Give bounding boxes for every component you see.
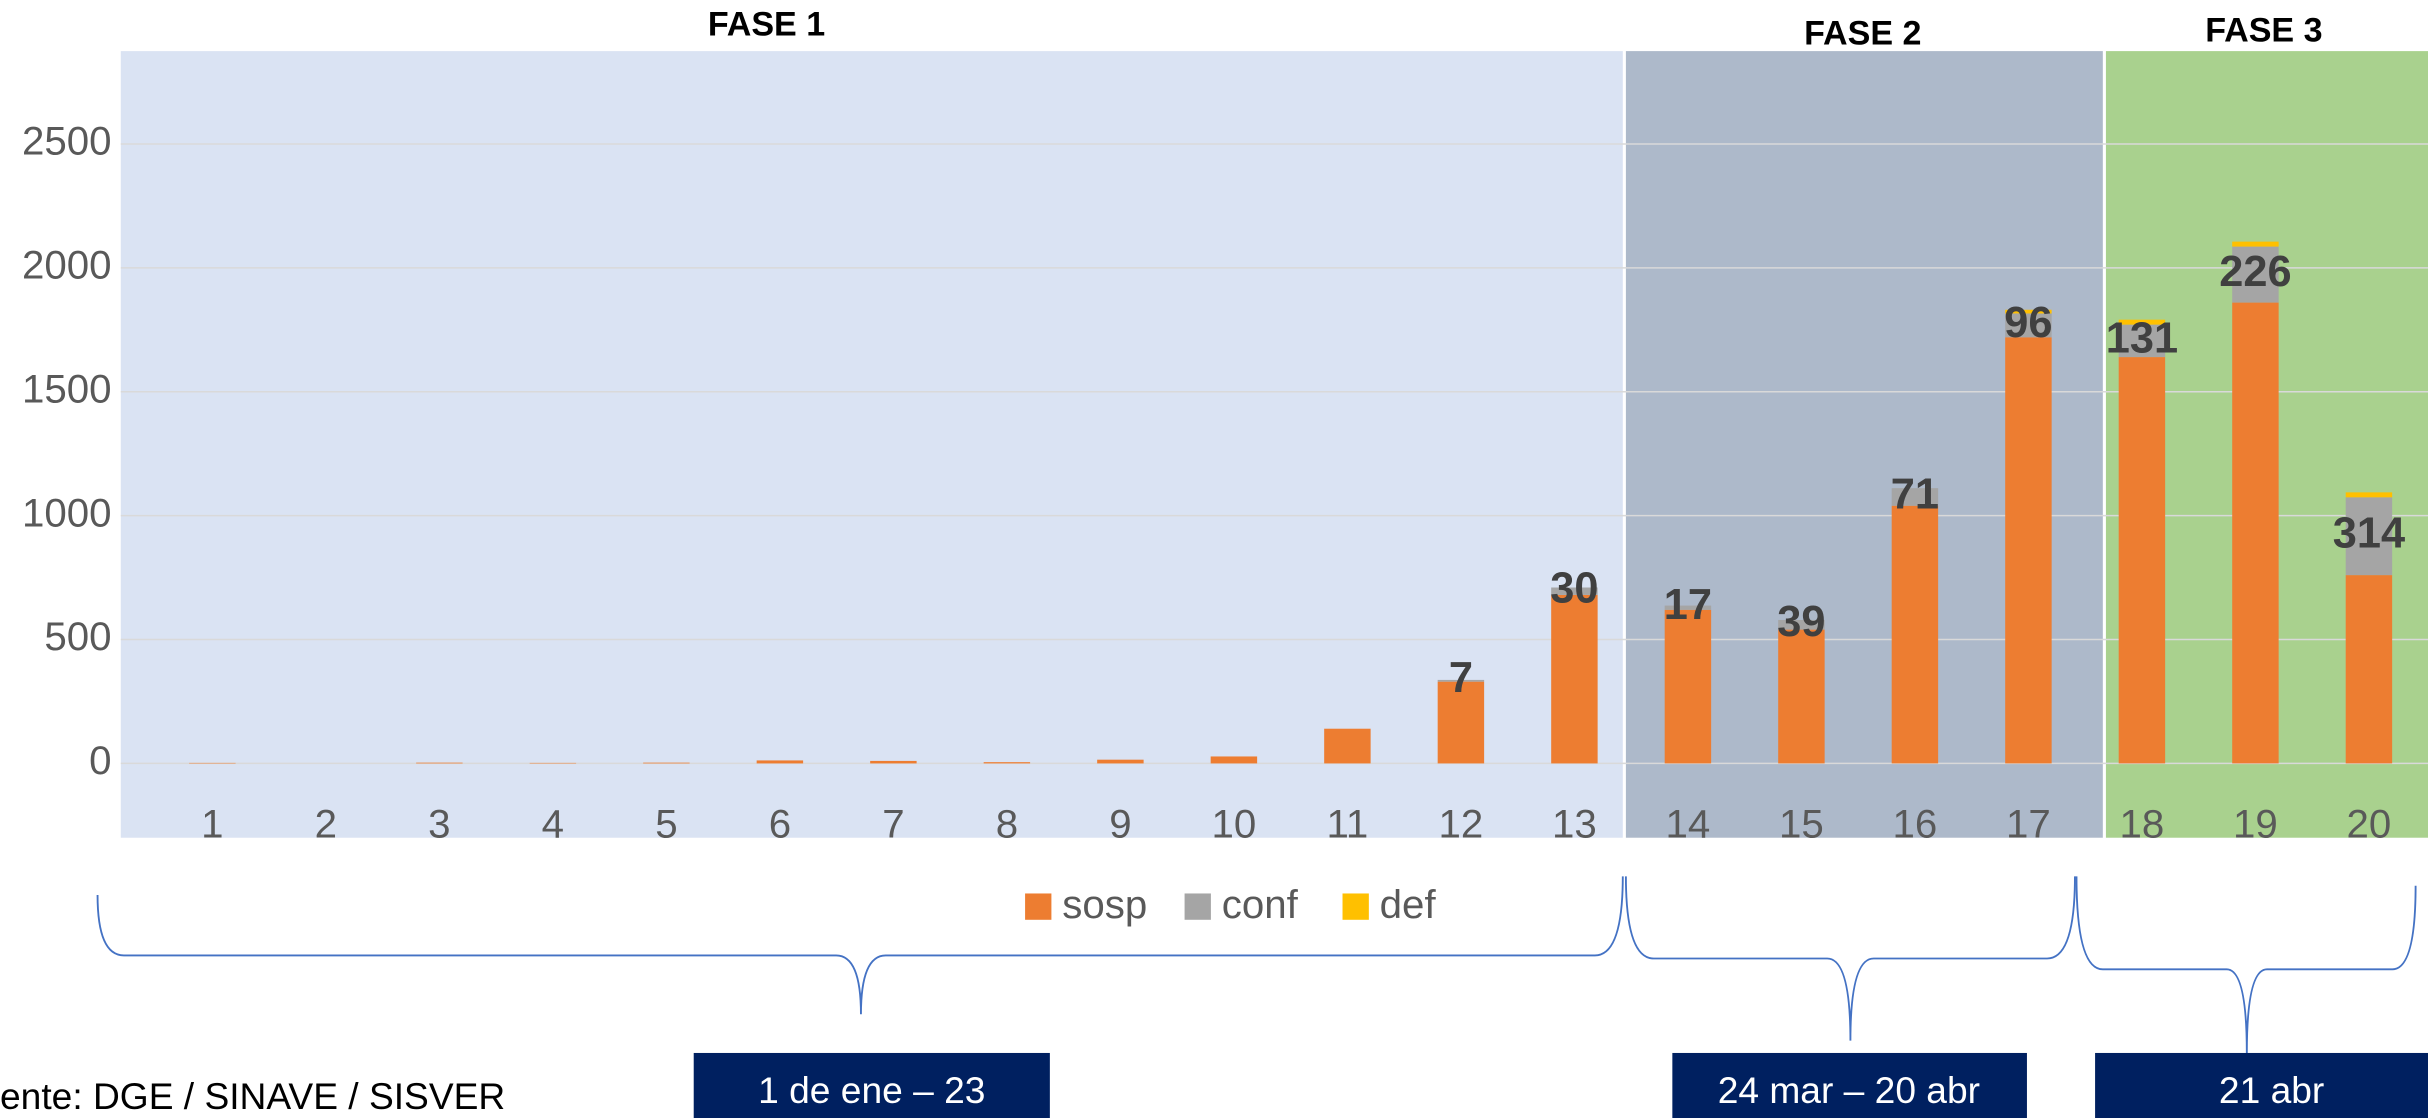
bar-segment bbox=[1891, 488, 1939, 506]
bar-segment bbox=[643, 762, 690, 764]
date-label: 1 de ene – 23 bbox=[758, 1069, 985, 1111]
y-tick-label: 0 bbox=[89, 738, 111, 783]
x-tick-label: 8 bbox=[996, 802, 1018, 847]
source: ente: DGE / SINAVE / SISVER bbox=[0, 1075, 505, 1117]
bar-segment bbox=[2118, 324, 2166, 358]
bar-segment bbox=[2005, 337, 2052, 764]
legend-swatch bbox=[1025, 893, 1052, 920]
bar-segment bbox=[2345, 492, 2393, 498]
bar-segment bbox=[2345, 575, 2393, 764]
phase-title: FASE 2 bbox=[1804, 15, 1921, 53]
x-tick-label: 19 bbox=[2233, 802, 2278, 847]
y-tick-label: 1000 bbox=[22, 490, 112, 535]
bar-segment bbox=[1551, 587, 1598, 595]
phase-title: FASE 3 bbox=[2205, 12, 2322, 50]
x-tick-label: 20 bbox=[2347, 802, 2392, 847]
bar-segment bbox=[1437, 679, 1485, 682]
bar-segment bbox=[1437, 681, 1485, 764]
bar-segment bbox=[2232, 302, 2279, 764]
bar-segment bbox=[1210, 756, 1258, 764]
x-tick-label: 5 bbox=[655, 802, 677, 847]
legend-label: def bbox=[1380, 882, 1437, 927]
bar-segment bbox=[983, 762, 1031, 764]
data-label: 314 bbox=[2333, 510, 2405, 558]
x-tick-label: 1 bbox=[201, 802, 223, 847]
date-label: 21 abr bbox=[2219, 1069, 2324, 1111]
date-label: 24 mar – 20 abr bbox=[1718, 1069, 1980, 1111]
y-tick-label: 2000 bbox=[22, 243, 112, 288]
date-box bbox=[693, 1052, 1050, 1118]
x-tick-label: 12 bbox=[1439, 802, 1484, 847]
legend-swatch bbox=[1342, 893, 1369, 920]
legend-label: sosp bbox=[1062, 882, 1147, 927]
brace bbox=[1624, 876, 2076, 1041]
x-tick-label: 6 bbox=[769, 802, 791, 847]
data-label: 7 bbox=[1449, 654, 1473, 702]
x-tick-label: 3 bbox=[428, 802, 450, 847]
data-label: 96 bbox=[2004, 299, 2052, 347]
x-tick-label: 4 bbox=[542, 802, 564, 847]
y-tick-label: 1500 bbox=[22, 366, 112, 411]
bar-segment bbox=[1664, 609, 1712, 764]
data-label: 30 bbox=[1550, 565, 1598, 613]
phase-title: FASE 1 bbox=[708, 5, 825, 43]
data-label: 17 bbox=[1664, 581, 1712, 629]
x-tick-label: 7 bbox=[882, 802, 904, 847]
x-tick-label: 18 bbox=[2120, 802, 2165, 847]
x-tick-label: 17 bbox=[2006, 802, 2051, 847]
bar-segment bbox=[1664, 605, 1712, 610]
date-box bbox=[2095, 1052, 2428, 1118]
brace bbox=[2075, 876, 2417, 1053]
data-label: 71 bbox=[1891, 470, 1939, 518]
x-tick-label: 2 bbox=[315, 802, 337, 847]
bar-segment bbox=[2118, 357, 2166, 764]
y-tick-label: 500 bbox=[44, 614, 111, 659]
phase-1-background bbox=[120, 51, 1623, 838]
x-tick-label: 14 bbox=[1666, 802, 1711, 847]
bar-segment bbox=[756, 760, 804, 764]
bar-segment bbox=[1891, 505, 1939, 764]
bar-segment bbox=[416, 762, 463, 764]
legend-swatch bbox=[1184, 893, 1211, 920]
data-label: 131 bbox=[2106, 314, 2178, 362]
bar-segment bbox=[1778, 619, 1825, 630]
bar-segment bbox=[2232, 246, 2279, 303]
legend-label: conf bbox=[1222, 882, 1299, 927]
x-tick-label: 16 bbox=[1893, 802, 1938, 847]
bar-segment bbox=[2005, 309, 2052, 314]
bar-segment bbox=[1551, 594, 1598, 764]
x-tick-label: 15 bbox=[1779, 802, 1824, 847]
x-tick-label: 11 bbox=[1327, 802, 1369, 847]
x-tick-label: 10 bbox=[1212, 802, 1257, 847]
x-tick-label: 13 bbox=[1552, 802, 1597, 847]
brace bbox=[96, 876, 1624, 1015]
date-box bbox=[1672, 1052, 2027, 1118]
bar-segment bbox=[870, 760, 917, 764]
bar-segment bbox=[1778, 629, 1825, 764]
bar-segment bbox=[1097, 759, 1144, 764]
bar-segment bbox=[2005, 313, 2052, 338]
bar-segment bbox=[2232, 241, 2279, 247]
bar-segment bbox=[2118, 319, 2166, 325]
data-label: 226 bbox=[2219, 248, 2291, 296]
y-tick-label: 2500 bbox=[22, 119, 112, 164]
data-label: 39 bbox=[1777, 598, 1825, 646]
bar-segment bbox=[2345, 497, 2393, 576]
x-tick-label: 9 bbox=[1109, 802, 1131, 847]
bar-segment bbox=[1324, 728, 1371, 764]
